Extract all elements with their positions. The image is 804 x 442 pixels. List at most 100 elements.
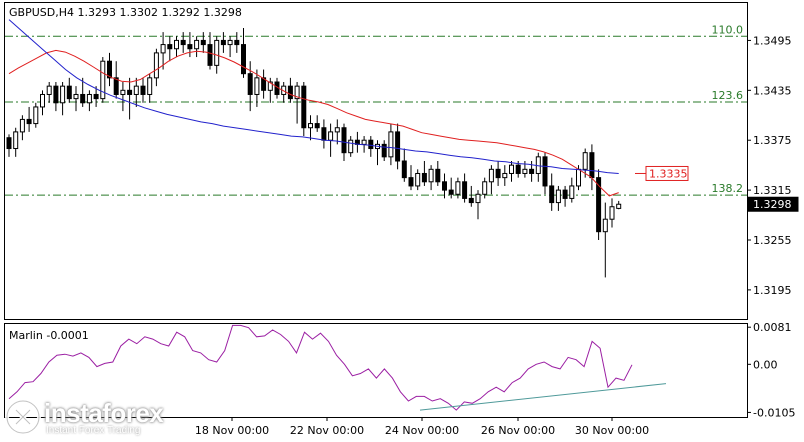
candle-body-35 — [241, 44, 246, 75]
watermark-tagline: Instant Forex Trading — [46, 425, 141, 436]
candle-body-13 — [93, 93, 99, 100]
y-tick-label-3: 1.3315 — [753, 184, 792, 197]
marlin-value: -0.0001 — [46, 329, 88, 342]
candle-body-60 — [408, 177, 414, 187]
candle-body-21 — [147, 77, 153, 95]
marlin-y-tick-label-0: 0.0081 — [753, 321, 792, 334]
ma-blue-line — [8, 19, 619, 174]
candle-body-59 — [401, 160, 407, 179]
candle-body-32 — [220, 39, 226, 46]
candle-body-3 — [26, 118, 32, 125]
candle-body-33 — [227, 39, 233, 46]
candle-body-47 — [321, 127, 327, 141]
candle-body-57 — [388, 131, 394, 158]
candle-body-34 — [234, 39, 240, 46]
candle-body-5 — [40, 93, 45, 108]
candle-body-18 — [127, 89, 133, 95]
candle-body-63 — [428, 168, 434, 183]
candle-body-58 — [395, 131, 401, 162]
candle-body-51 — [348, 139, 354, 154]
candle-body-86 — [582, 152, 588, 170]
candle-body-43 — [294, 85, 300, 100]
instaforex-logo-icon — [5, 399, 41, 435]
candle-body-62 — [421, 172, 427, 183]
candle-body-85 — [576, 168, 581, 187]
marlin-y-tick-label-1: 0.00 — [753, 358, 778, 371]
candle-body-19 — [133, 85, 139, 95]
candle-body-69 — [468, 197, 474, 204]
candle-body-89 — [602, 218, 608, 233]
price-label-0: 1.3335 — [649, 167, 688, 180]
candle-body-22 — [153, 52, 159, 79]
marlin-name: Marlin — [9, 329, 43, 342]
candle-body-70 — [475, 193, 481, 204]
candle-body-76 — [515, 164, 521, 174]
candle-body-68 — [462, 181, 468, 199]
candle-body-73 — [495, 168, 501, 179]
watermark-name: instaforex — [44, 398, 164, 428]
y-tick-label-5: 1.3195 — [753, 284, 792, 297]
candle-body-48 — [328, 131, 334, 141]
candle-body-37 — [254, 77, 260, 95]
candle-body-88 — [596, 177, 602, 233]
y-tick-label-4: 1.3255 — [753, 234, 792, 247]
candle-body-72 — [488, 168, 494, 183]
marlin-label: Marlin -0.0001 — [9, 329, 89, 342]
candle-body-38 — [261, 77, 267, 91]
candle-body-46 — [314, 123, 320, 129]
marlin-series-1 — [419, 383, 667, 411]
candle-body-83 — [562, 189, 568, 199]
fib-label-0: 110.0 — [712, 23, 744, 36]
candle-body-71 — [482, 181, 488, 195]
candle-body-49 — [334, 127, 340, 133]
candle-body-39 — [267, 81, 273, 91]
candle-body-36 — [247, 73, 253, 95]
candle-body-91 — [616, 203, 622, 209]
candle-body-28 — [194, 39, 200, 50]
candle-body-50 — [341, 127, 347, 154]
candle-body-65 — [442, 181, 447, 191]
candle-body-12 — [86, 93, 92, 104]
candle-body-31 — [214, 39, 220, 66]
marlin-y-tick-label-2: -0.0105 — [753, 406, 795, 419]
candle-body-44 — [301, 85, 307, 129]
ma-red-line — [8, 49, 619, 197]
candle-body-78 — [529, 168, 535, 174]
candle-body-25 — [174, 39, 179, 50]
candle-body-56 — [381, 143, 387, 158]
candle-body-4 — [33, 106, 39, 125]
candle-body-80 — [542, 156, 548, 187]
candle-body-82 — [555, 189, 561, 204]
chart-title: GBPUSD,H4 1.3293 1.3302 1.3292 1.3298 — [9, 6, 242, 19]
candle-body-14 — [100, 60, 106, 100]
candle-body-27 — [187, 44, 193, 50]
candle-body-42 — [287, 85, 293, 100]
candle-body-54 — [368, 139, 374, 150]
candle-body-29 — [200, 39, 206, 46]
instaforex-watermark: instaforex Instant Forex Trading — [4, 398, 174, 440]
price-panel-frame — [4, 2, 748, 320]
candle-body-67 — [455, 181, 461, 195]
candle-body-8 — [60, 85, 66, 104]
marlin-panel: 0.0081 0.00 -0.0105 Marlin -0.0001 — [4, 321, 795, 419]
x-tick-label-3: 26 Nov 00:00 — [481, 424, 555, 437]
candle-body-10 — [73, 93, 79, 100]
candle-body-53 — [361, 139, 367, 145]
fib-label-2: 138.2 — [712, 182, 744, 195]
candle-body-23 — [160, 44, 166, 54]
candle-body-87 — [589, 152, 595, 179]
candle-body-9 — [66, 85, 72, 100]
candle-body-74 — [502, 172, 508, 179]
candle-body-11 — [80, 93, 86, 104]
price-box-1 — [747, 196, 799, 212]
candle-body-20 — [140, 85, 146, 95]
candle-body-61 — [415, 172, 421, 187]
candle-body-90 — [609, 206, 615, 220]
y-tick-label-0: 1.3495 — [753, 34, 792, 47]
candle-body-84 — [569, 185, 575, 199]
candle-body-45 — [308, 123, 313, 129]
price-box-0 — [645, 165, 689, 181]
candle-body-75 — [509, 164, 514, 174]
candle-body-17 — [120, 89, 126, 95]
